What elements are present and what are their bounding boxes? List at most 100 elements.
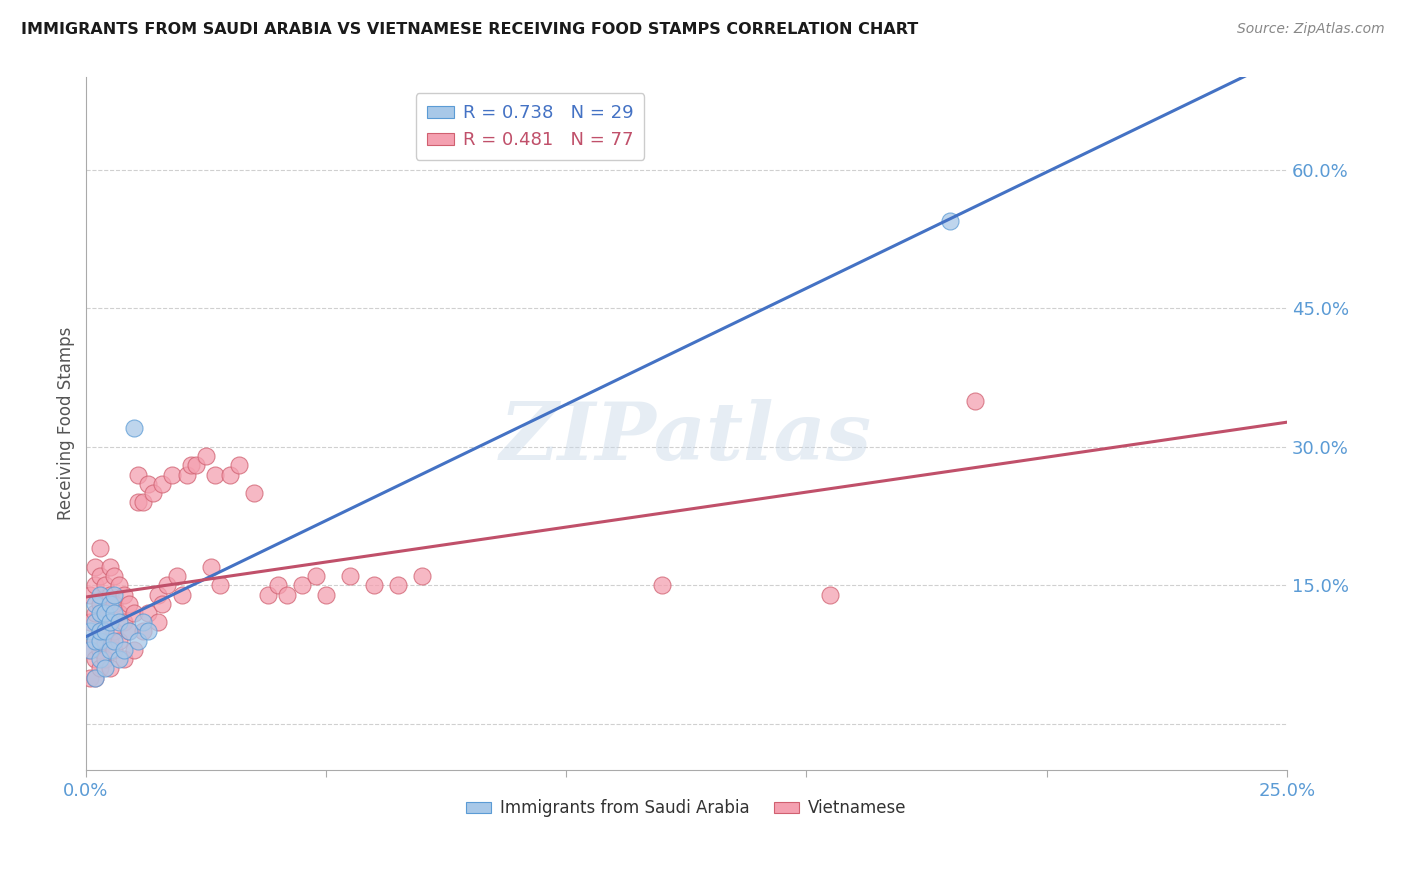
Point: [142, 486, 165, 500]
Point: [103, 569, 125, 583]
Point: [411, 569, 433, 583]
Point: [218, 467, 240, 482]
Point: [103, 606, 125, 620]
Text: ZIPatlas: ZIPatlas: [501, 399, 872, 476]
Point: [939, 213, 962, 227]
Point: [79, 624, 101, 639]
Point: [112, 615, 135, 630]
Point: [103, 624, 125, 639]
Point: [98, 559, 121, 574]
Point: [136, 606, 159, 620]
Point: [79, 588, 101, 602]
Point: [820, 588, 842, 602]
Y-axis label: Receiving Food Stamps: Receiving Food Stamps: [58, 327, 75, 520]
Point: [180, 458, 202, 473]
Point: [166, 569, 188, 583]
Point: [84, 559, 107, 574]
Point: [257, 588, 280, 602]
Point: [146, 588, 169, 602]
Point: [963, 393, 986, 408]
Point: [228, 458, 250, 473]
Point: [98, 588, 121, 602]
Point: [204, 467, 226, 482]
Point: [200, 559, 222, 574]
Point: [108, 633, 131, 648]
Point: [267, 578, 290, 592]
Point: [291, 578, 314, 592]
Point: [89, 643, 111, 657]
Point: [84, 606, 107, 620]
Point: [152, 597, 174, 611]
Point: [122, 643, 145, 657]
Point: [118, 624, 141, 639]
Point: [132, 624, 155, 639]
Point: [118, 624, 141, 639]
Point: [136, 476, 159, 491]
Point: [89, 652, 111, 666]
Point: [127, 495, 149, 509]
Point: [89, 588, 111, 602]
Point: [84, 633, 107, 648]
Point: [132, 495, 155, 509]
Point: [98, 615, 121, 630]
Point: [127, 467, 149, 482]
Point: [79, 643, 101, 657]
Point: [103, 643, 125, 657]
Point: [79, 643, 101, 657]
Point: [89, 624, 111, 639]
Point: [94, 652, 117, 666]
Point: [98, 643, 121, 657]
Point: [170, 588, 193, 602]
Point: [89, 624, 111, 639]
Point: [79, 671, 101, 685]
Point: [315, 588, 337, 602]
Point: [98, 615, 121, 630]
Point: [84, 615, 107, 630]
Point: [98, 633, 121, 648]
Point: [108, 578, 131, 592]
Point: [84, 652, 107, 666]
Point: [89, 569, 111, 583]
Point: [132, 615, 155, 630]
Point: [122, 421, 145, 435]
Point: [94, 661, 117, 675]
Point: [118, 597, 141, 611]
Point: [387, 578, 409, 592]
Point: [242, 486, 264, 500]
Point: [94, 578, 117, 592]
Point: [127, 633, 149, 648]
Point: [98, 597, 121, 611]
Point: [89, 633, 111, 648]
Point: [108, 652, 131, 666]
Point: [363, 578, 385, 592]
Point: [136, 624, 159, 639]
Point: [176, 467, 198, 482]
Point: [209, 578, 232, 592]
Point: [84, 671, 107, 685]
Point: [89, 597, 111, 611]
Point: [276, 588, 298, 602]
Point: [108, 615, 131, 630]
Point: [84, 578, 107, 592]
Point: [84, 671, 107, 685]
Point: [103, 597, 125, 611]
Point: [89, 606, 111, 620]
Point: [84, 597, 107, 611]
Point: [94, 624, 117, 639]
Text: Source: ZipAtlas.com: Source: ZipAtlas.com: [1237, 22, 1385, 37]
Point: [98, 661, 121, 675]
Legend: Immigrants from Saudi Arabia, Vietnamese: Immigrants from Saudi Arabia, Vietnamese: [460, 793, 912, 824]
Point: [160, 467, 183, 482]
Point: [89, 661, 111, 675]
Point: [122, 606, 145, 620]
Point: [305, 569, 328, 583]
Point: [112, 652, 135, 666]
Point: [112, 643, 135, 657]
Point: [103, 633, 125, 648]
Point: [184, 458, 207, 473]
Point: [156, 578, 179, 592]
Point: [103, 588, 125, 602]
Point: [94, 606, 117, 620]
Point: [84, 633, 107, 648]
Point: [651, 578, 673, 592]
